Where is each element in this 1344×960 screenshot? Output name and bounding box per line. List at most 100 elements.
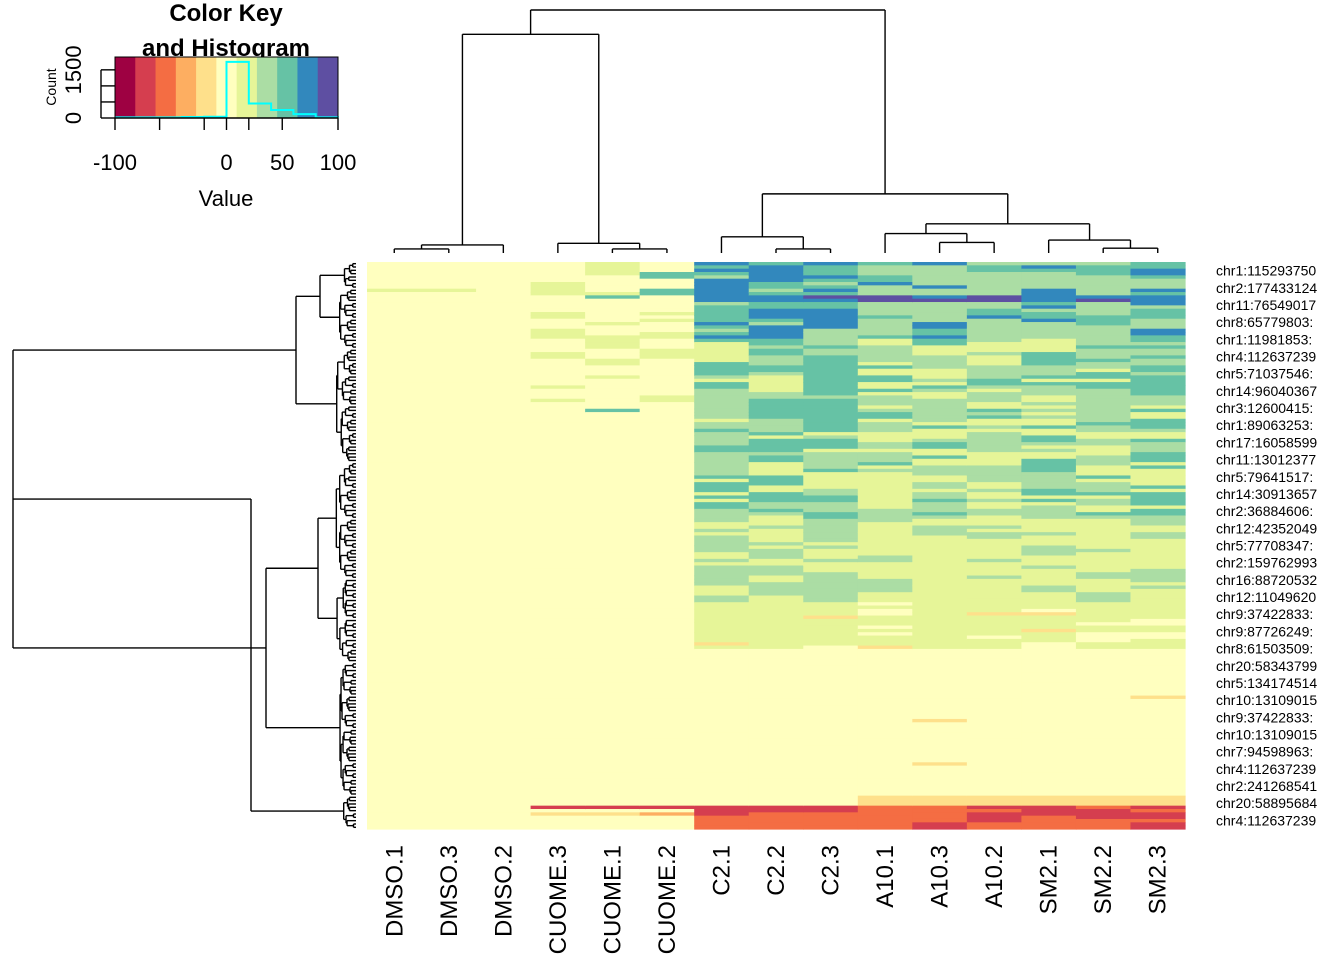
heatmap-cell bbox=[421, 262, 477, 273]
heatmap-cell bbox=[476, 482, 532, 493]
heatmap-cell bbox=[1021, 372, 1077, 376]
heatmap-cell bbox=[367, 522, 423, 533]
heatmap-cell bbox=[476, 612, 532, 623]
heatmap-cell bbox=[1021, 318, 1077, 323]
heatmap-cell bbox=[530, 748, 586, 760]
heatmap-cell bbox=[1021, 565, 1077, 570]
heatmap-cell bbox=[1075, 632, 1132, 643]
heatmap-cell bbox=[694, 608, 750, 620]
heatmap-cell bbox=[1021, 472, 1077, 477]
heatmap-cell bbox=[1021, 742, 1077, 753]
heatmap-cell bbox=[1075, 318, 1132, 326]
row-label: chr16:88720532 bbox=[1216, 572, 1317, 588]
key-band bbox=[256, 57, 278, 118]
heatmap-cell bbox=[803, 565, 859, 570]
heatmap-cell bbox=[912, 742, 968, 753]
heatmap-cell bbox=[803, 558, 859, 563]
heatmap-cell bbox=[1130, 432, 1186, 440]
heatmap-cell bbox=[639, 688, 695, 700]
heatmap-cell bbox=[857, 668, 913, 680]
heatmap-cell bbox=[1130, 548, 1186, 560]
heatmap-cell bbox=[694, 575, 750, 580]
heatmap-cell bbox=[803, 448, 859, 453]
heatmap-cell bbox=[421, 462, 477, 473]
heatmap-cell bbox=[857, 678, 913, 690]
heatmap-cell bbox=[585, 805, 641, 810]
heatmap-cell bbox=[803, 355, 859, 360]
heatmap-cell bbox=[1130, 358, 1186, 366]
row-label: chr17:16058599 bbox=[1216, 434, 1317, 450]
key-x-axis: -100 0 50 100 bbox=[93, 117, 356, 175]
heatmap-cell bbox=[639, 462, 695, 473]
heatmap-cell bbox=[748, 515, 804, 520]
heatmap-cell bbox=[966, 812, 1022, 823]
key-x-tick-label: -100 bbox=[93, 150, 137, 175]
heatmap-cell bbox=[857, 718, 913, 730]
heatmap-cell bbox=[694, 278, 750, 283]
heatmap-cell bbox=[803, 705, 859, 717]
heatmap-cell bbox=[476, 422, 532, 433]
heatmap-cell bbox=[857, 462, 913, 467]
row-label: chr4:112637239 bbox=[1216, 812, 1316, 828]
heatmap-cell bbox=[1021, 475, 1077, 480]
key-y-tick-label: 1500 bbox=[61, 45, 86, 94]
heatmap-cell bbox=[857, 748, 913, 760]
heatmap-cell bbox=[421, 712, 477, 723]
heatmap-cell bbox=[530, 482, 586, 493]
heatmap-cell bbox=[367, 392, 423, 403]
heatmap-cell bbox=[857, 282, 913, 286]
heatmap-cell bbox=[585, 502, 641, 513]
heatmap-cell bbox=[1075, 538, 1132, 550]
heatmap-cell bbox=[1021, 612, 1077, 617]
heatmap-cell bbox=[1130, 535, 1186, 540]
heatmap-cell bbox=[857, 602, 913, 607]
heatmap-cell bbox=[1075, 748, 1132, 760]
heatmap-cell bbox=[585, 262, 641, 273]
heatmap-cell bbox=[694, 532, 750, 537]
heatmap-cell bbox=[912, 762, 968, 767]
heatmap-cell bbox=[857, 598, 913, 603]
heatmap-cell bbox=[748, 502, 804, 510]
heatmap-cell bbox=[1130, 808, 1186, 813]
heatmap-cell bbox=[639, 412, 695, 423]
heatmap-cell bbox=[694, 642, 750, 647]
column-labels: DMSO.1 DMSO.3 DMSO.2 CUOME.3 CUOME.1 CUOME.2 C… bbox=[381, 845, 1171, 954]
heatmap-cell bbox=[1130, 648, 1186, 657]
heatmap-cell bbox=[367, 612, 423, 623]
heatmap-cell bbox=[694, 435, 750, 443]
row-label: chr1:115293750 bbox=[1216, 263, 1316, 279]
heatmap-cell bbox=[694, 702, 750, 713]
heatmap-cell bbox=[1075, 472, 1132, 477]
heatmap-cell bbox=[748, 325, 804, 333]
heatmap-cell bbox=[748, 668, 804, 680]
heatmap-cell bbox=[857, 265, 913, 270]
heatmap-cell bbox=[1130, 638, 1186, 650]
column-label: DMSO.2 bbox=[490, 845, 517, 937]
heatmap-cell bbox=[748, 582, 804, 593]
heatmap-cell bbox=[694, 558, 750, 563]
heatmap-cell bbox=[748, 475, 804, 480]
heatmap-cell bbox=[530, 522, 586, 533]
heatmap-cell bbox=[1130, 728, 1186, 740]
heatmap-cell bbox=[1021, 522, 1077, 527]
heatmap-cell bbox=[748, 768, 804, 780]
heatmap-cell bbox=[1075, 262, 1132, 266]
heatmap-cell bbox=[1021, 615, 1077, 620]
heatmap-cell bbox=[748, 262, 804, 266]
heatmap-cell bbox=[912, 465, 968, 477]
heatmap-cell bbox=[639, 402, 695, 413]
heatmap-cell bbox=[1075, 788, 1132, 797]
heatmap-cell bbox=[803, 275, 859, 280]
column-dendrogram bbox=[393, 9, 1159, 253]
heatmap-cell bbox=[1130, 335, 1186, 340]
heatmap-cell bbox=[1021, 402, 1077, 407]
heatmap-cell bbox=[421, 442, 477, 453]
heatmap-cell bbox=[1130, 588, 1186, 600]
heatmap-cell bbox=[966, 318, 1022, 330]
heatmap-cell bbox=[857, 698, 913, 710]
heatmap-cell bbox=[639, 638, 695, 650]
heatmap-cell bbox=[639, 332, 695, 340]
heatmap-cell bbox=[1021, 288, 1077, 293]
row-label: chr10:13109015 bbox=[1216, 727, 1317, 743]
heatmap-cell bbox=[1075, 462, 1132, 467]
